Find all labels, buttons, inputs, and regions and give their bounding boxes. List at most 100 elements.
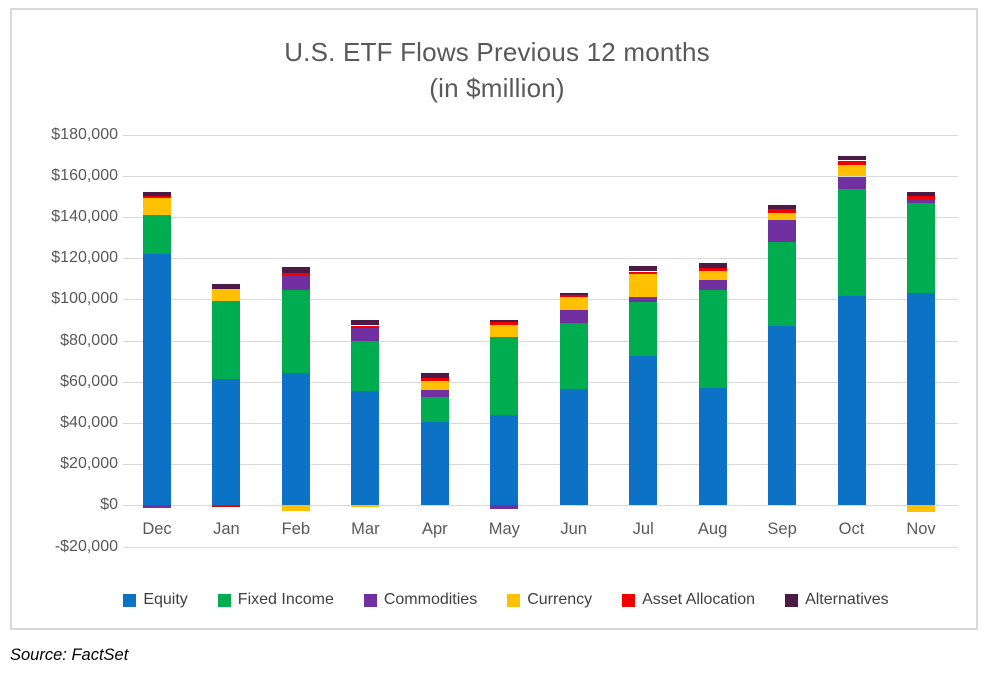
gridline-80000 bbox=[123, 340, 958, 342]
bar-mar-equity bbox=[351, 391, 380, 506]
y-tick-label-60000: $60,000 bbox=[60, 372, 118, 390]
bar-may-currency bbox=[490, 324, 519, 338]
bar-sep-fixed-income bbox=[768, 242, 797, 326]
y-tick-label-180000: $180,000 bbox=[51, 125, 118, 143]
bar-sep-commodities bbox=[768, 219, 797, 243]
bar-feb-alternatives bbox=[281, 267, 310, 274]
x-tick-label-sep: Sep bbox=[767, 520, 797, 539]
legend-swatch-currency bbox=[507, 593, 521, 607]
bar-feb-commodities bbox=[281, 275, 310, 290]
bar-sep-asset-allocation bbox=[768, 209, 797, 213]
bar-may-commodities bbox=[490, 505, 519, 510]
bar-may-asset-allocation bbox=[490, 322, 519, 325]
bar-nov-equity bbox=[907, 292, 935, 506]
bar-jun-asset-allocation bbox=[559, 295, 588, 298]
bar-mar-currency bbox=[351, 505, 380, 508]
bar-may-fixed-income bbox=[490, 337, 519, 416]
bar-sep-equity bbox=[768, 325, 797, 506]
bar-sep-currency bbox=[768, 212, 797, 220]
x-tick-label-jun: Jun bbox=[560, 520, 587, 539]
bar-aug-currency bbox=[698, 271, 727, 281]
bar-may-alternatives bbox=[490, 320, 519, 322]
gridline-180000 bbox=[123, 134, 958, 136]
legend-label-asset-allocation: Asset Allocation bbox=[642, 591, 756, 608]
x-tick-label-mar: Mar bbox=[351, 520, 380, 539]
bar-dec-equity bbox=[143, 254, 171, 506]
bar-jul-alternatives bbox=[629, 266, 658, 272]
bar-aug-commodities bbox=[698, 280, 727, 290]
legend-label-commodities: Commodities bbox=[383, 591, 478, 608]
bar-oct-alternatives bbox=[837, 155, 866, 161]
x-tick-label-aug: Aug bbox=[697, 520, 728, 539]
x-tick-label-feb: Feb bbox=[281, 520, 311, 539]
bar-jun-commodities bbox=[559, 310, 588, 324]
gridline-40000 bbox=[123, 422, 958, 424]
bar-apr-currency bbox=[420, 380, 449, 391]
bar-mar-commodities bbox=[351, 327, 380, 341]
bar-mar-fixed-income bbox=[351, 340, 380, 391]
bar-dec-commodities bbox=[143, 505, 171, 509]
bar-dec-alternatives bbox=[143, 191, 171, 196]
bar-jan-asset-allocation bbox=[212, 505, 241, 507]
legend-item-equity: Equity bbox=[123, 591, 188, 609]
source-note: Source: FactSet bbox=[10, 646, 129, 664]
y-tick-label-40000: $40,000 bbox=[60, 413, 118, 431]
x-tick-label-oct: Oct bbox=[838, 520, 865, 539]
bar-oct-asset-allocation bbox=[837, 160, 866, 165]
bar-aug-fixed-income bbox=[698, 289, 727, 389]
bar-may-equity bbox=[490, 415, 519, 506]
bar-dec-fixed-income bbox=[143, 214, 171, 254]
bar-jan-alternatives bbox=[212, 284, 241, 289]
bar-jan-currency bbox=[212, 289, 241, 301]
bar-jun-alternatives bbox=[559, 293, 588, 296]
x-tick-label-jul: Jul bbox=[632, 520, 654, 539]
bar-oct-currency bbox=[837, 164, 866, 177]
bar-jan-fixed-income bbox=[212, 300, 241, 379]
bar-nov-fixed-income bbox=[907, 203, 935, 293]
legend-swatch-alternatives bbox=[785, 593, 799, 607]
y-tick-label-120000: $120,000 bbox=[51, 249, 118, 267]
y-tick-label-80000: $80,000 bbox=[60, 331, 118, 349]
y-tick-label-140000: $140,000 bbox=[51, 207, 118, 225]
y-tick-label-100000: $100,000 bbox=[51, 290, 118, 308]
chart-title-line1: U.S. ETF Flows Previous 12 months bbox=[284, 37, 710, 67]
legend-label-equity: Equity bbox=[143, 591, 188, 608]
bar-jul-fixed-income bbox=[629, 302, 658, 356]
bar-nov-asset-allocation bbox=[907, 196, 935, 200]
bar-jan-equity bbox=[212, 379, 241, 506]
chart-frame: U.S. ETF Flows Previous 12 months (in $m… bbox=[10, 8, 978, 630]
bar-jul-equity bbox=[629, 355, 658, 506]
bar-jul-commodities bbox=[629, 297, 658, 303]
y-tick-label-160000: $160,000 bbox=[51, 166, 118, 184]
legend-item-currency: Currency bbox=[507, 591, 592, 609]
bar-apr-alternatives bbox=[420, 372, 449, 378]
gridline-140000 bbox=[123, 216, 958, 218]
legend-item-fixed-income: Fixed Income bbox=[217, 591, 334, 609]
bar-jun-fixed-income bbox=[559, 323, 588, 389]
y-tick-label-20000: $20,000 bbox=[60, 455, 118, 473]
bar-apr-equity bbox=[420, 422, 449, 506]
legend-swatch-fixed-income bbox=[217, 593, 231, 607]
x-tick-label-jan: Jan bbox=[213, 520, 240, 539]
bar-aug-asset-allocation bbox=[698, 268, 727, 272]
legend-label-currency: Currency bbox=[527, 591, 593, 608]
bar-nov-alternatives bbox=[907, 192, 935, 197]
bar-feb-equity bbox=[281, 373, 310, 506]
legend-item-alternatives: Alternatives bbox=[785, 591, 889, 609]
gridline--20000 bbox=[123, 546, 958, 548]
bar-dec-asset-allocation bbox=[143, 195, 171, 198]
chart-legend: Equity Fixed Income Commodities Currency Ass… bbox=[22, 591, 988, 609]
bar-nov-commodities bbox=[907, 199, 935, 204]
bar-nov-currency bbox=[907, 505, 935, 513]
legend-swatch-equity bbox=[123, 593, 137, 607]
gridline-60000 bbox=[123, 381, 958, 383]
legend-swatch-commodities bbox=[363, 593, 377, 607]
bar-dec-currency bbox=[143, 197, 171, 215]
legend-swatch-asset-allocation bbox=[622, 593, 636, 607]
bar-feb-currency bbox=[281, 505, 310, 512]
bar-jun-currency bbox=[559, 297, 588, 311]
bar-oct-commodities bbox=[837, 176, 866, 189]
bar-apr-asset-allocation bbox=[420, 378, 449, 381]
gridline-120000 bbox=[123, 258, 958, 260]
x-tick-label-nov: Nov bbox=[906, 520, 936, 539]
